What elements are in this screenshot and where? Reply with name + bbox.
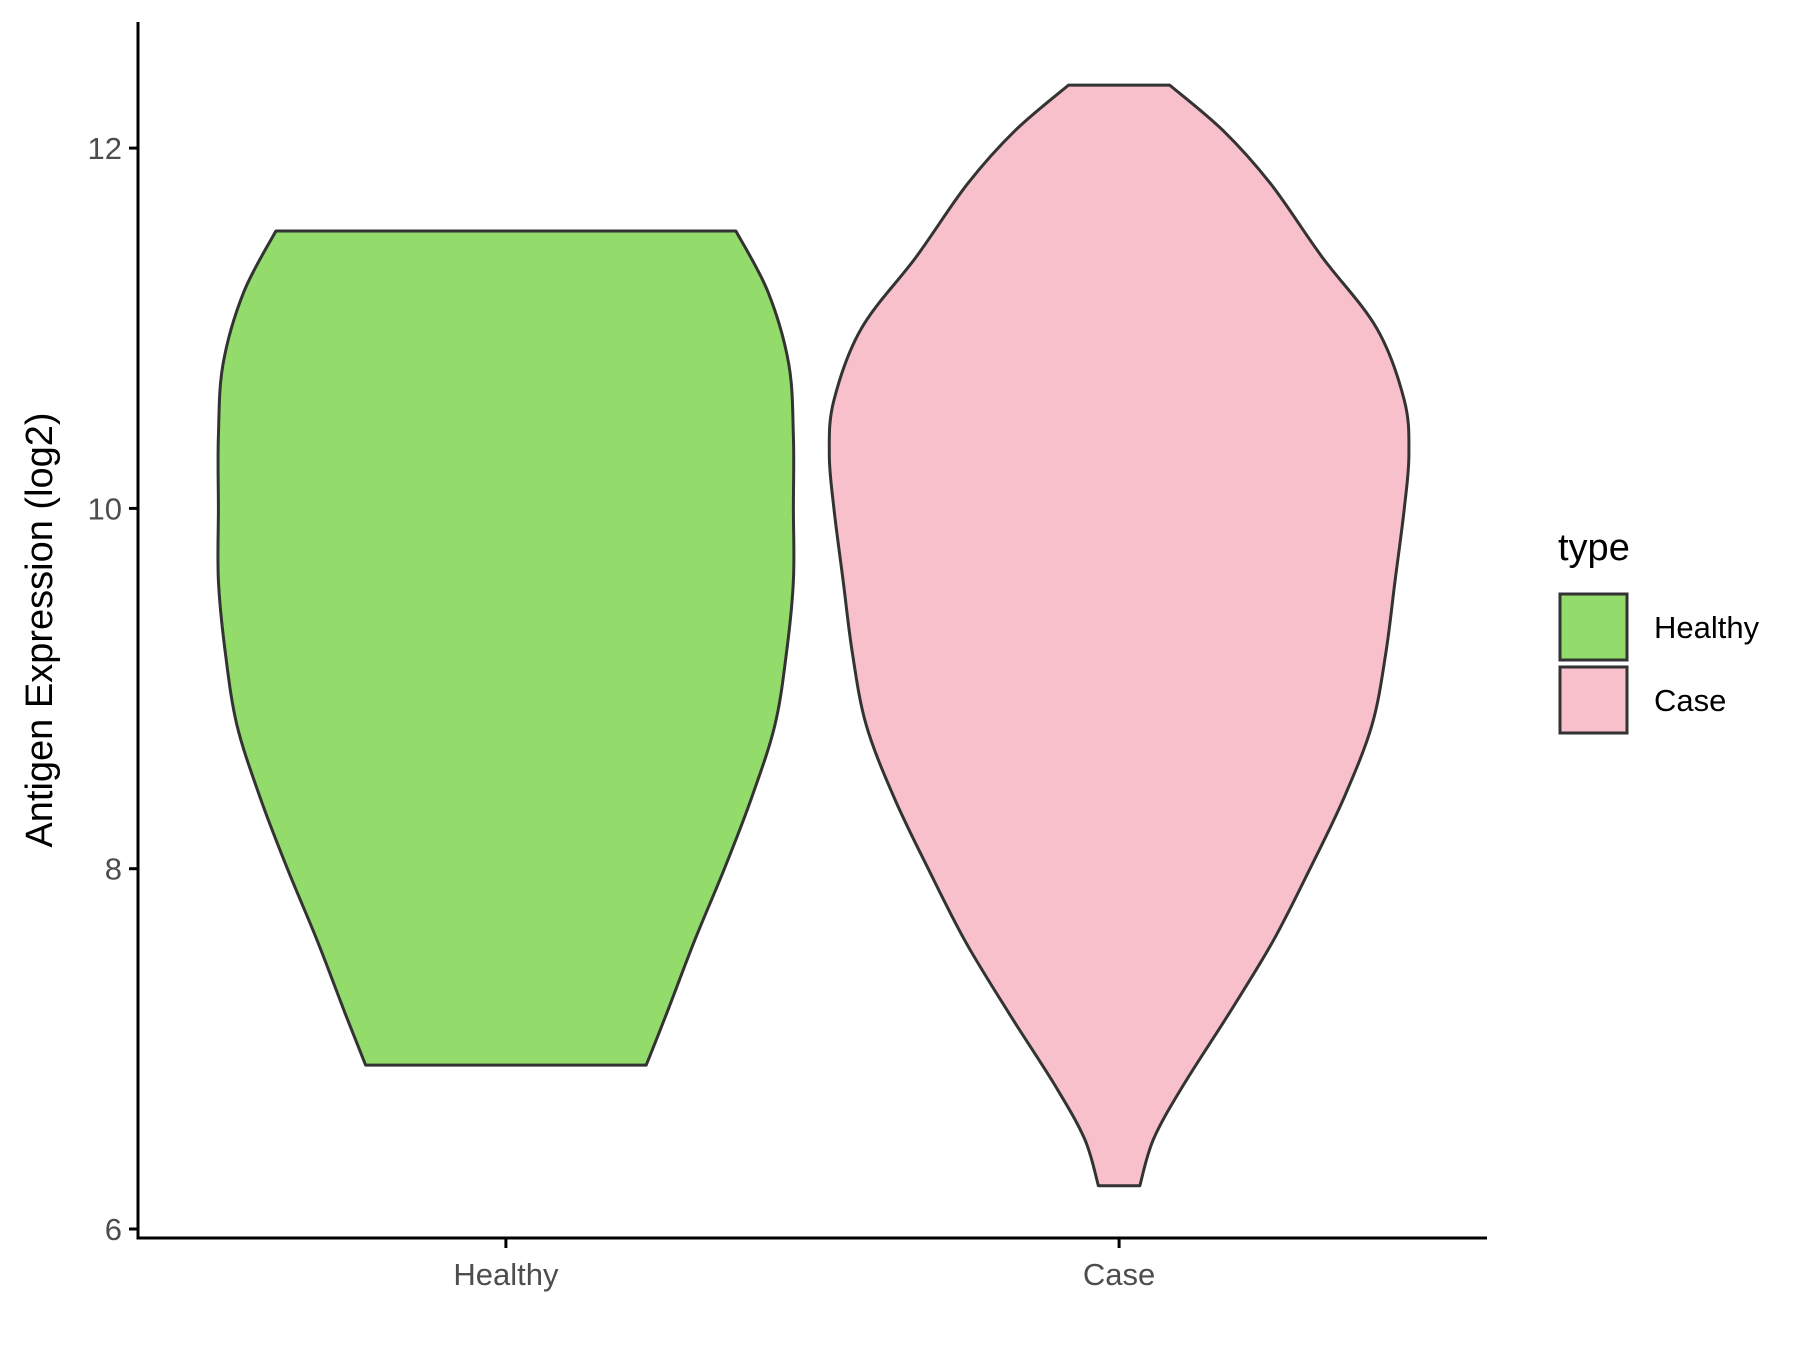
legend-swatch-case — [1558, 665, 1629, 735]
y-tick-label: 10 — [88, 491, 122, 526]
legend-label-healthy: Healthy — [1654, 610, 1760, 645]
y-tick-label: 12 — [88, 131, 122, 166]
legend-swatch-healthy — [1558, 592, 1629, 662]
x-tick-label: Case — [1083, 1257, 1155, 1292]
y-axis-title: Antigen Expression (log2) — [19, 412, 61, 847]
legend-title: type — [1558, 527, 1630, 569]
y-ticks: 6 8 10 12 — [88, 131, 138, 1247]
legend: type Healthy Case — [1558, 527, 1760, 735]
legend-label-case: Case — [1654, 683, 1726, 718]
axes: 6 8 10 12 Healthy Case — [88, 22, 1487, 1292]
x-ticks: Healthy Case — [453, 1238, 1155, 1292]
y-tick-label: 8 — [105, 852, 122, 887]
violin-case — [827, 83, 1411, 1188]
legend-entries: Healthy Case — [1558, 592, 1760, 735]
x-tick-label: Healthy — [453, 1257, 559, 1292]
violin-group — [216, 83, 1411, 1188]
y-tick-label: 6 — [105, 1212, 122, 1247]
violin-healthy — [216, 229, 796, 1067]
